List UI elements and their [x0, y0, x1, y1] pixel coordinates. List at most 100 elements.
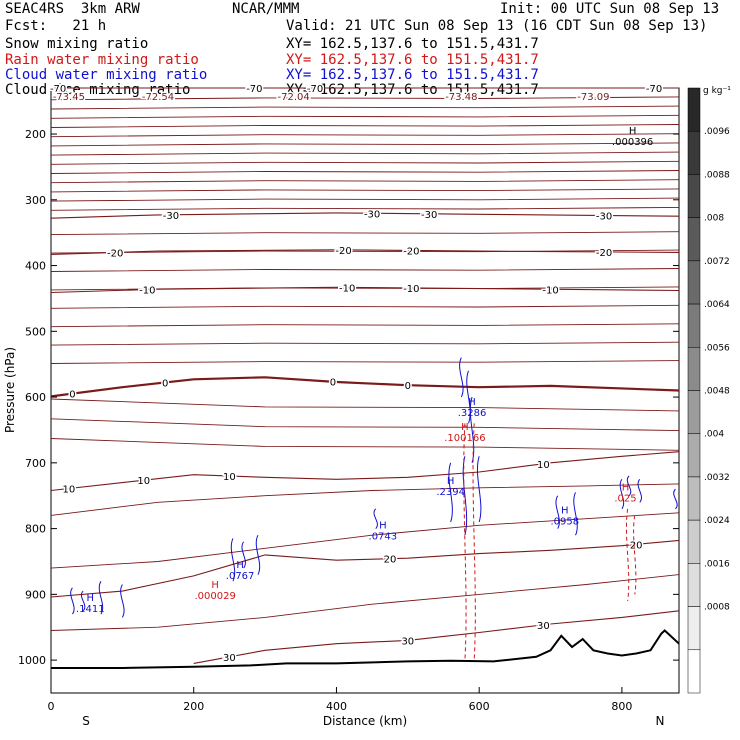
extremum-marker: H: [379, 521, 387, 532]
x-tick-label: 0: [48, 700, 55, 713]
x-end-label-north: N: [656, 714, 665, 728]
isotherm-top-value: -73.09: [577, 92, 609, 103]
y-tick-label: 300: [25, 194, 46, 207]
isotherm-label: -10: [542, 285, 558, 296]
colorbar-swatch: [687, 649, 701, 694]
isotherm-line: [50, 512, 680, 569]
isotherm-label: -70: [50, 84, 66, 95]
isotherm-line: [50, 206, 680, 211]
isotherm-label: 10: [223, 472, 236, 483]
y-tick-label: 1000: [18, 654, 46, 667]
colorbar-swatch: [687, 303, 701, 348]
isotherm-line: [50, 114, 680, 119]
isotherm-top-value: -73.48: [445, 92, 477, 103]
x-tick-label: 400: [326, 700, 347, 713]
cloud-contour: [637, 478, 642, 503]
y-tick-label: 800: [25, 523, 46, 536]
extremum-value: .0958: [550, 516, 579, 527]
rain-contour: [625, 508, 630, 602]
y-tick-label: 500: [25, 325, 46, 338]
colorbar-tick-label: .0064: [704, 300, 730, 310]
cloud-contour: [469, 396, 475, 463]
colorbar-swatch: [687, 174, 701, 218]
cloud-contour: [466, 370, 471, 424]
y-axis-title: Pressure (hPa): [3, 347, 17, 433]
extremum-value: .0767: [226, 571, 255, 582]
isotherm-line: [50, 268, 680, 272]
isotherm-label: 20: [384, 555, 397, 566]
isotherm-label: 30: [537, 621, 550, 632]
extremum-marker: H: [629, 126, 637, 137]
isotherm-10: [50, 451, 680, 492]
cloud-contour: [573, 492, 578, 536]
plot-frame: [50, 87, 680, 694]
isotherm-m10: [50, 286, 680, 294]
isotherm-0: [50, 376, 680, 398]
colorbar-swatch: [687, 87, 701, 132]
cloud-contour: [120, 584, 125, 618]
extremum-value: .0743: [369, 532, 398, 543]
field-ice-name: Cloud ice mixing ratio: [5, 82, 191, 98]
x-tick-label: 600: [469, 700, 490, 713]
cloud-contour: [459, 357, 464, 398]
field-rain-name: Rain water mixing ratio: [5, 52, 199, 68]
isotherm-label: 30: [401, 636, 414, 647]
cloud-contour: [619, 478, 625, 510]
extremum-value: .100166: [444, 433, 485, 444]
isotherm-label: 20: [630, 540, 643, 551]
isotherm-label: 10: [137, 476, 150, 487]
extremum-marker: H: [236, 560, 244, 571]
colorbar-tick-label: .0024: [704, 516, 730, 526]
colorbar-unit: g kg⁻¹: [703, 86, 731, 96]
colorbar-tick-label: .008: [704, 214, 724, 224]
isotherm-line: [50, 360, 680, 364]
forecast-hour: Fcst: 21 h: [5, 18, 107, 34]
isotherm-label: 30: [223, 653, 236, 664]
isotherm-label: -10: [339, 283, 355, 294]
isotherm-label: -10: [139, 286, 155, 297]
rain-contour: [633, 515, 637, 595]
cloud-contour: [373, 508, 378, 529]
isotherm-label: -70: [646, 84, 662, 95]
field-snow-name: Snow mixing ratio: [5, 36, 149, 52]
colorbar-swatch: [687, 476, 701, 521]
cloud-contour: [80, 590, 86, 612]
y-tick-label: 700: [25, 457, 46, 470]
isotherm-top-value: -72.04: [278, 92, 310, 103]
extremum-marker: H: [622, 482, 630, 493]
colorbar-swatch: [687, 563, 701, 607]
isotherm-line: [50, 483, 680, 516]
field-cloud-xy: XY= 162.5,137.6 to 151.5,431.7: [286, 67, 539, 83]
field-snow-xy: XY= 162.5,137.6 to 151.5,431.7: [286, 36, 539, 52]
x-tick-label: 800: [611, 700, 632, 713]
isotherm-label: -20: [335, 246, 351, 257]
cloud-contour: [462, 456, 468, 536]
isotherm-line: [50, 170, 680, 174]
colorbar-swatch: [687, 433, 701, 478]
extremum-marker: H: [468, 397, 476, 408]
isotherm-line: [50, 574, 680, 631]
x-end-label-south: S: [82, 714, 90, 728]
colorbar-tick-label: .004: [704, 430, 724, 440]
valid-time: Valid: 21 UTC Sun 08 Sep 13 (16 CDT Sun …: [286, 18, 708, 34]
isotherm-line: [50, 105, 680, 110]
cloud-contour: [626, 475, 632, 497]
cloud-contour: [241, 541, 246, 569]
extremum-marker: H: [211, 580, 219, 591]
colorbar-swatch: [687, 260, 701, 305]
extremum-value: .000029: [194, 591, 235, 602]
isotherm-line: [50, 398, 680, 412]
isotherm-30: [193, 610, 680, 664]
isotherm-label: 0: [330, 378, 336, 389]
cloud-contour: [230, 538, 236, 582]
isotherm-label: -20: [596, 248, 612, 259]
colorbar-tick-label: .0016: [704, 559, 730, 569]
cloud-contour: [476, 456, 482, 523]
isotherm-line: [50, 124, 680, 128]
colorbar-tick-label: .0048: [704, 387, 730, 397]
cloud-contour: [673, 488, 678, 510]
isotherm-line: [50, 133, 680, 138]
colorbar-tick-label: .0096: [704, 127, 730, 137]
colorbar-swatch: [687, 390, 701, 434]
